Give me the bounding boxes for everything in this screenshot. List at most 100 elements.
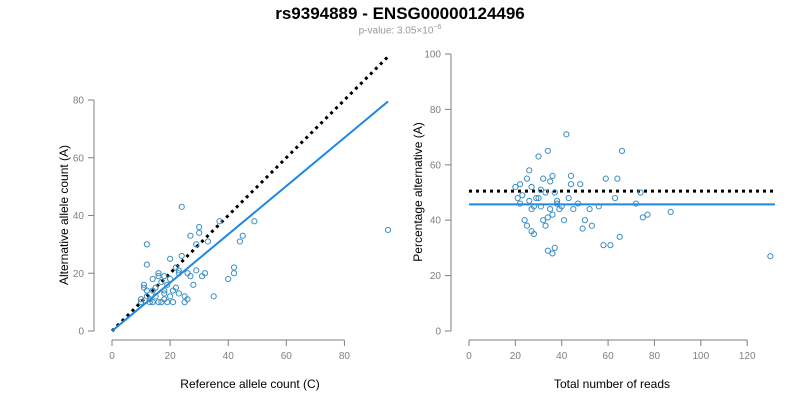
panel1-data-point [201,270,209,277]
panel1-data-point [143,241,150,248]
panel1-data-point [172,284,180,291]
panel1-data-point [384,226,392,234]
panel2-data-point [595,203,602,210]
panel2-data-point [563,131,570,138]
panel2-data-point [637,189,644,196]
panel2-data-point [547,178,554,185]
panel2-data-point [514,194,521,202]
panel1-data-point [140,281,148,288]
panel2-data-point [567,172,575,179]
panel2-x-tick-label: 40 [556,351,568,362]
panel2-data-point [558,203,565,210]
panel1-data-point [161,287,168,294]
panel2-x-tick-label: 20 [510,351,522,362]
panel1-data-point [164,281,171,288]
panel2-data-point [549,172,556,179]
p-value-times: × [416,25,423,37]
panel2-data-point [577,181,584,188]
panel1-data-point [204,238,211,245]
panel2-data-point [581,217,589,224]
panel2-data-point [579,225,586,232]
panel2-y-tick-label: 20 [430,271,442,282]
panel1-y-tick-label: 40 [73,211,85,222]
panel1-data-point [187,273,194,280]
panel2-data-point [526,167,533,174]
panel2-data-point [542,222,549,229]
panel2-data-point [544,147,551,155]
panel2-x-tick-label: 120 [739,351,756,362]
panel1-data-point [155,299,162,306]
panel2-data-point [560,217,568,224]
p-value-prefix: p-value: [358,25,397,37]
panel1-data-point [164,299,171,306]
panel2-data-point [521,217,528,224]
panel1-x-tick-label: 20 [165,351,177,362]
panel2-data-point [551,189,558,196]
panel2-data-point [549,211,556,218]
panel2-data-point [530,230,538,238]
panel2-data-point [516,200,524,207]
panel2-data-point [519,192,526,199]
panel1-y-tick-label: 60 [73,153,85,164]
p-value-base: 10 [422,25,434,37]
panel1-data-point [230,264,238,271]
panel2-y-tick-label: 60 [430,160,442,171]
panel2-data-point [535,194,542,202]
panel2-data-point [600,242,607,249]
panel2-data-point [544,214,551,221]
panel1-x-tick-label: 40 [223,351,235,362]
panel2-data-point [528,183,535,191]
panel2-x-tick-label: 60 [603,351,615,362]
panel2-data-point [553,200,561,207]
panel1-data-point [216,218,223,225]
panel1-y-tick-label: 80 [73,96,85,107]
panel1-data-point [137,299,145,306]
panel2-data-point [632,200,640,207]
panel2-data-point [547,206,554,213]
panel2-data-point [586,206,593,213]
panel1-y-axis-title: Alternative allele count (A) [57,145,71,285]
panel2-data-point [602,175,609,182]
panel1-data-point [230,270,238,277]
panel2-data-point [614,175,621,182]
panel1-data-point [155,273,162,280]
panel1-x-axis-title: Reference allele count (C) [180,377,319,391]
panel2-x-axis-title: Total number of reads [554,377,670,391]
panel2-data-point [526,197,533,204]
p-value-exponent: −6 [433,24,442,31]
panel1-fit-line [111,100,389,332]
panel2-y-axis-title: Percentage alternative (A) [411,122,425,261]
panel1-data-point [178,203,185,210]
panel2-y-tick-label: 100 [424,50,441,61]
panel2-data-point [565,194,572,202]
panel1-data-point [187,232,194,239]
panel1-x-tick-label: 80 [339,351,351,362]
p-value-mantissa: 3.05 [396,25,417,37]
panel2-y-tick-label: 40 [430,216,442,227]
panel2-data-point [767,253,774,260]
panel1-x-tick-label: 60 [281,351,293,362]
panel2-data-point [533,194,540,202]
panel1-data-point [239,232,246,239]
panel2-data-point [644,211,651,218]
panel1-data-point [210,293,217,300]
panel2-data-point [537,203,544,210]
panel1-data-point [161,290,168,297]
panel1-data-point [190,281,197,288]
panel1-data-point [236,238,243,245]
panel2-data-point [512,183,519,191]
panel2-data-point [516,181,524,188]
panel2-data-point [553,197,561,204]
panel2-data-point [537,186,544,193]
panel2-data-point [567,181,575,188]
panel1-data-point [196,229,203,236]
panel1-data-point [193,241,200,248]
panel1-data-point [137,296,145,303]
panel1-data-point [149,299,156,306]
panel2-data-point [549,250,556,257]
panel1-reference-line [110,55,390,333]
panel2-x-tick-label: 80 [649,351,661,362]
panel1-y-tick-label: 0 [78,327,84,338]
panel1-data-point [161,273,168,280]
